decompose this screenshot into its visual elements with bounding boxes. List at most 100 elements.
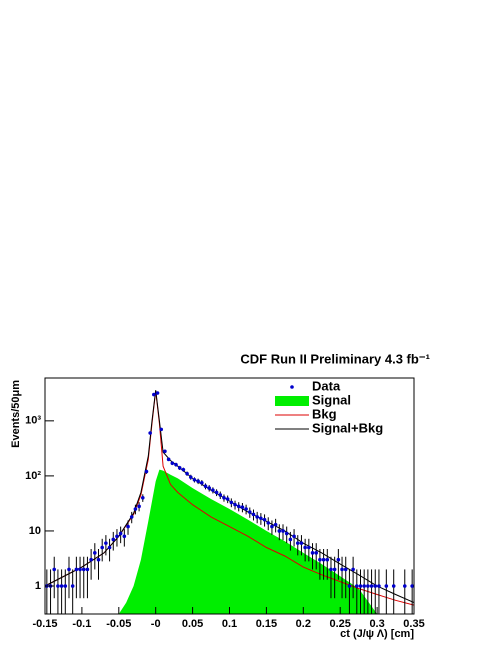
legend-label: Data [312,378,341,393]
data-point [93,551,97,555]
data-point [233,502,237,507]
data-point [96,557,101,562]
data-point [107,545,112,550]
data-point [78,567,82,572]
legend-label: Bkg [312,406,337,421]
x-tick-label: 0.2 [296,618,311,630]
data-point [259,516,263,521]
data-point [70,584,75,588]
data-point [152,392,156,397]
data-point [218,493,223,497]
data-point [321,557,326,562]
x-tick-label: 0.25 [329,618,350,630]
chart-title: CDF Run II Preliminary 4.3 fb⁻¹ [240,351,430,366]
data-point [192,477,197,482]
data-point [188,475,193,479]
data-point [225,497,230,501]
x-tick-label: 0.1 [222,618,237,630]
data-point [81,567,86,572]
data-point [222,496,226,500]
data-point [307,545,311,550]
data-point [332,567,337,572]
data-point [410,584,414,588]
data-point [126,524,130,529]
data-point [255,515,259,519]
data-point [118,531,123,536]
x-tick-label: 0.35 [403,618,424,630]
x-tick-label: 0.15 [256,618,277,630]
data-point [373,584,378,588]
data-point [170,461,175,466]
data-point [277,529,282,533]
data-point [74,567,79,572]
signal-area [118,469,378,614]
data-point [351,567,355,572]
data-point [288,537,293,542]
data-point [340,567,344,572]
data-point [362,584,366,588]
data-point [355,584,359,588]
data-point [366,584,370,588]
data-point [310,551,315,555]
y-tick-label: 1 [35,580,41,592]
data-point [211,488,215,492]
data-point [140,496,145,500]
data-point [384,584,389,588]
data-point [148,431,152,435]
data-point [166,457,171,462]
data-point [343,567,348,572]
data-point [236,504,241,509]
data-point [122,534,127,539]
data-point [52,567,57,572]
data-point [314,551,319,555]
data-point [115,534,119,539]
x-axis-label: ct (J/ψ Λ) [cm] [340,628,414,640]
data-point [358,584,363,588]
y-tick-label: 10³ [25,415,41,427]
x-tick-label: -0.15 [32,618,57,630]
data-point [369,584,374,588]
data-point [155,391,160,395]
data-point [251,512,256,517]
data-point [100,545,104,550]
data-point [177,466,182,470]
data-point [196,479,200,484]
data-point [262,517,267,522]
data-point [336,557,341,562]
data-point [104,541,108,545]
data-point [207,486,212,490]
data-point [347,584,352,588]
data-point [214,490,219,495]
data-point [203,484,208,488]
data-point [299,541,304,545]
data-point [174,462,178,467]
data-point [89,557,93,562]
data-point [67,567,71,572]
data-point [63,584,68,588]
x-tick-label: -0 [151,618,161,630]
legend-label: Signal+Bkg [312,420,383,435]
data-point [377,584,381,588]
x-tick-label: -0.1 [72,618,91,630]
data-point [240,505,245,509]
x-tick-label: -0.05 [106,618,131,630]
x-tick-label: 0.3 [369,618,384,630]
data-point [391,584,396,588]
y-tick-label: 10 [29,525,41,537]
y-tick-label: 10² [25,470,41,482]
data-point [133,507,138,511]
legend-swatch [275,396,309,406]
data-point [329,567,333,572]
data-point [270,524,274,529]
data-point [144,469,149,474]
data-point [292,534,296,539]
legend-swatch [290,385,294,389]
data-point [185,471,189,476]
data-point [129,515,134,519]
data-point [284,531,289,536]
data-point [303,545,307,550]
data-point [281,529,285,533]
data-point [163,449,167,454]
data-point [247,510,252,514]
